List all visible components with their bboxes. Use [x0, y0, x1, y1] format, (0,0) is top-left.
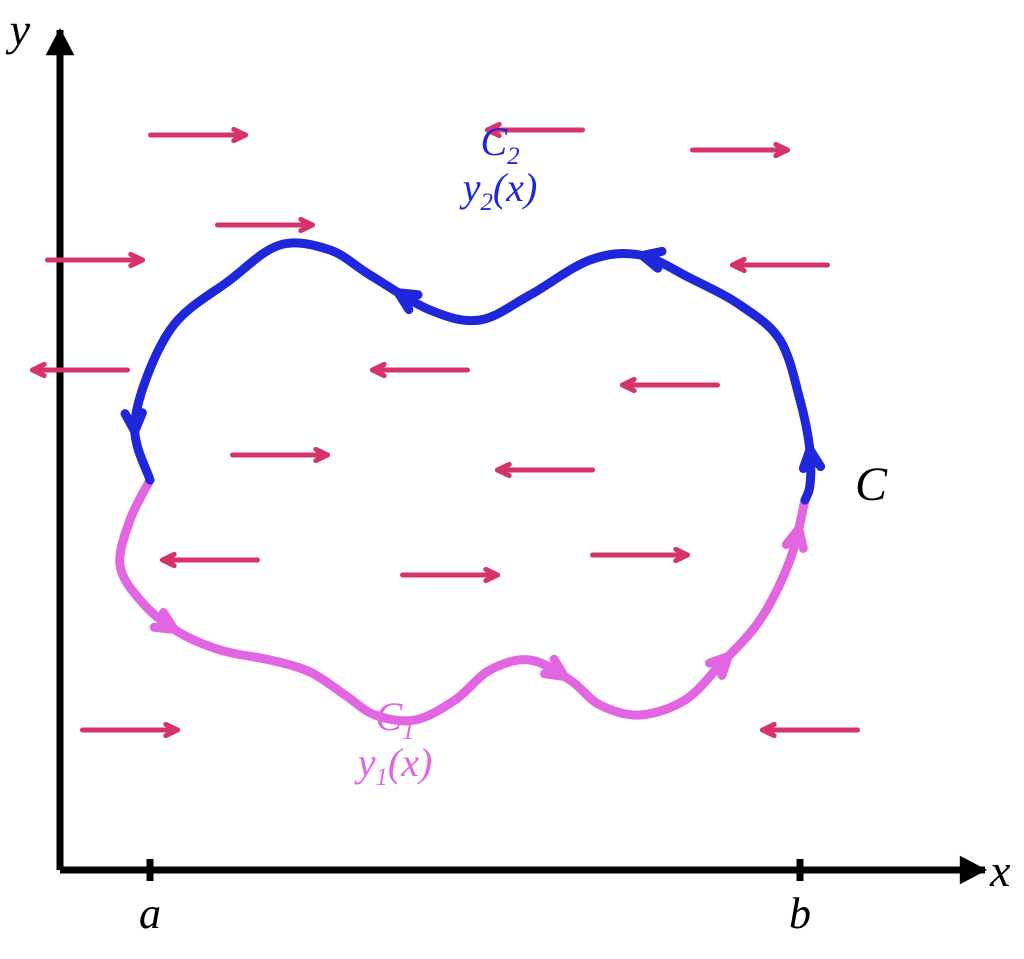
field-arrow	[693, 144, 788, 155]
region-label: C	[855, 458, 888, 511]
x-axis-arrowhead	[960, 856, 987, 885]
field-arrow	[151, 129, 246, 140]
x-axis-label: x	[989, 845, 1011, 896]
y-axis-arrowhead	[46, 28, 75, 55]
x-tick-label: a	[139, 889, 161, 938]
field-arrow	[623, 379, 718, 390]
field-arrow	[33, 364, 128, 375]
field-arrow	[733, 259, 828, 270]
curve-c1	[120, 480, 805, 721]
field-arrow	[373, 364, 468, 375]
diagram-svg: y x a b C2y2(x) C1y1(x) C	[0, 0, 1024, 959]
field-arrow	[163, 554, 258, 565]
y-axis-label: y	[6, 4, 31, 55]
field-arrow	[83, 724, 178, 735]
field-arrow	[763, 724, 858, 735]
x-tick-label: b	[789, 889, 811, 938]
field-arrow	[218, 219, 313, 230]
curve-c1-label-line1: C1	[375, 694, 414, 745]
curve-c2-label-line1: C2	[480, 119, 519, 170]
curve-c1-label-line2: y1(x)	[354, 740, 433, 791]
field-arrow	[498, 464, 593, 475]
curve-c2-label-line2: y2(x)	[459, 165, 538, 216]
field-arrow	[233, 449, 328, 460]
field-arrow	[403, 569, 498, 580]
curve-c2	[135, 243, 811, 500]
field-arrow	[593, 549, 688, 560]
